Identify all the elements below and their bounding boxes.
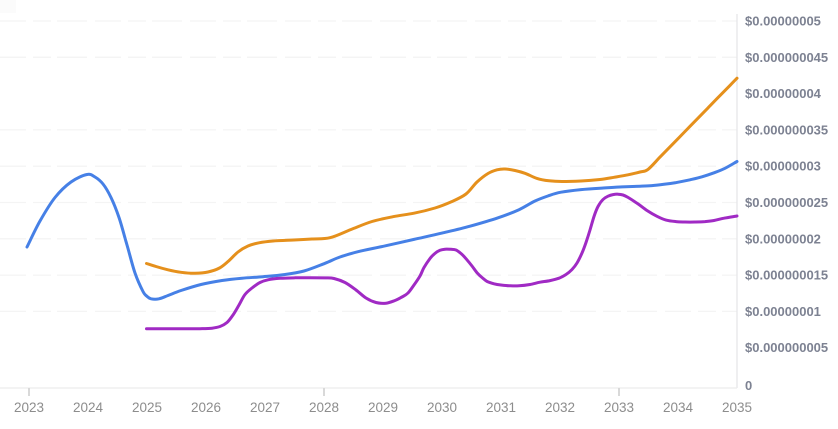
svg-text:0: 0 bbox=[745, 378, 752, 393]
svg-text:2029: 2029 bbox=[368, 400, 398, 415]
svg-text:$0.000000045: $0.000000045 bbox=[745, 50, 828, 65]
svg-text:2031: 2031 bbox=[486, 400, 516, 415]
svg-text:2033: 2033 bbox=[604, 400, 634, 415]
svg-text:$0.000000035: $0.000000035 bbox=[745, 122, 828, 137]
svg-text:2026: 2026 bbox=[191, 400, 221, 415]
svg-text:2032: 2032 bbox=[545, 400, 575, 415]
svg-text:2027: 2027 bbox=[250, 400, 280, 415]
svg-text:$0.000000005: $0.000000005 bbox=[745, 340, 828, 355]
svg-text:2025: 2025 bbox=[132, 400, 162, 415]
svg-text:$0.00000002: $0.00000002 bbox=[745, 231, 821, 246]
svg-text:2034: 2034 bbox=[663, 400, 694, 415]
svg-text:2035: 2035 bbox=[722, 400, 752, 415]
svg-text:2023: 2023 bbox=[14, 400, 44, 415]
svg-text:2030: 2030 bbox=[427, 400, 457, 415]
svg-text:$0.00000004: $0.00000004 bbox=[745, 86, 822, 101]
svg-text:$0.00000003: $0.00000003 bbox=[745, 159, 821, 174]
svg-text:$0.00000005: $0.00000005 bbox=[745, 14, 821, 29]
svg-text:$0.00000001: $0.00000001 bbox=[745, 304, 821, 319]
svg-text:2024: 2024 bbox=[73, 400, 104, 415]
svg-text:$0.000000025: $0.000000025 bbox=[745, 195, 828, 210]
svg-text:$0.000000015: $0.000000015 bbox=[745, 268, 828, 283]
svg-text:2028: 2028 bbox=[309, 400, 339, 415]
